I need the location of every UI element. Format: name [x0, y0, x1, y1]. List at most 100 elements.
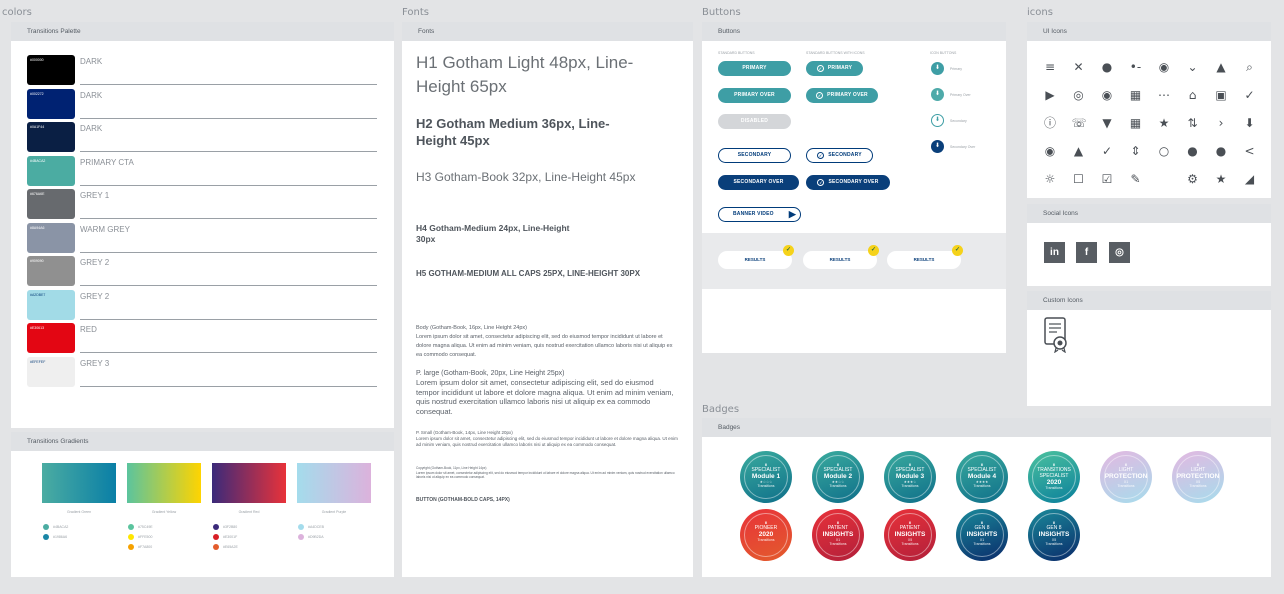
- lightbulb-icon[interactable]: ☼: [1044, 172, 1056, 186]
- ui-icon-grid: ≡ ✕ ● •- ◉ ⌄ ▲ ⌕ ▶ ◎ ◉ ▦ ⋯ ⌂ ▣ ✓ ⓘ ☏ ▼ ▦ ★ ⇅ › ⬇ ◉ ▲ ✓ ⇕ ○ ● ● < ☼ ☐ ☑ ✎ ⚙ ★ ◢: [1027, 41, 1271, 198]
- eye-icon[interactable]: ◉: [1101, 88, 1113, 102]
- gradient-list: Gradient Green #4BACA2 #1986A6 Gradient Yel…: [11, 451, 394, 571]
- unfold-icon[interactable]: ⇕: [1130, 144, 1141, 158]
- badge-subtitle: INSIGHTS: [822, 531, 854, 538]
- banner-video-button[interactable]: BANNER VIDEO ▶: [718, 207, 801, 222]
- search-icon[interactable]: ⌕: [1246, 60, 1253, 74]
- bell-icon[interactable]: ▲: [1216, 60, 1226, 74]
- download-icon-button-primary-over[interactable]: ⬇: [931, 88, 944, 101]
- facebook-icon[interactable]: f: [1076, 242, 1097, 263]
- user-circle-icon[interactable]: ◉: [1158, 60, 1170, 74]
- swatch-name: GREY 3: [80, 358, 110, 368]
- verified-icon[interactable]: ●: [1215, 144, 1227, 158]
- col-standard-label: STANDARD BUTTONS: [718, 51, 755, 55]
- gradient-stop-dot: [298, 524, 304, 530]
- secondary-button[interactable]: SECONDARY: [718, 148, 791, 163]
- download-icon-button-secondary-over[interactable]: ⬇: [931, 140, 944, 153]
- swatch-divider: [80, 318, 377, 320]
- color-swatch: #EFEFEF: [27, 356, 75, 387]
- download-icon-button-primary[interactable]: ⬇: [931, 62, 944, 75]
- check-icon[interactable]: ✓: [1101, 144, 1113, 158]
- share-icon[interactable]: <: [1244, 144, 1255, 158]
- secondary-over-icon-button[interactable]: ✓ SECONDARY OVER: [806, 175, 890, 190]
- download-icon-button-secondary[interactable]: ⬇: [931, 114, 944, 127]
- buttons-header: Buttons: [702, 22, 1006, 41]
- secondary-over-button[interactable]: SECONDARY OVER: [718, 175, 799, 190]
- settings-icon[interactable]: ⚙: [1187, 172, 1198, 186]
- achievement-badge: ♜ LIGHT PROTECTION X5 Transitions: [1172, 451, 1224, 503]
- disabled-button[interactable]: DISABLED: [718, 114, 791, 129]
- more-icon[interactable]: ⋯: [1158, 88, 1170, 102]
- circle-icon[interactable]: ○: [1158, 144, 1170, 158]
- sort-icon[interactable]: ⇅: [1187, 116, 1198, 130]
- primary-button[interactable]: PRIMARY: [718, 61, 791, 76]
- swatch-row: #676A6E GREY 1: [27, 189, 377, 223]
- swatch-row: #8A94A6 WARM GREY: [27, 222, 377, 257]
- linkedin-icon[interactable]: in: [1044, 242, 1065, 263]
- edit-user-icon[interactable]: ✎: [1130, 172, 1141, 186]
- filter-icon[interactable]: ▼: [1102, 116, 1112, 130]
- results-strip: RESULTS ✓ RESULTS ✓ RESULTS ✓: [702, 233, 1006, 289]
- col-icons-label: STANDARD BUTTONS WITH ICONS: [806, 51, 865, 55]
- results-label: RESULTS: [744, 257, 766, 262]
- badge-subtitle: INSIGHTS: [966, 531, 998, 538]
- swatch-name: DARK: [80, 57, 103, 66]
- color-swatch: #A2DBE7: [27, 289, 75, 320]
- trophy-icon: ♜: [908, 521, 912, 525]
- body-sample: Lorem ipsum dolor sit amet, consectetur …: [416, 334, 673, 358]
- menu-icon[interactable]: ≡: [1044, 60, 1056, 74]
- trophy-icon: ♜: [980, 463, 984, 467]
- results-button-3[interactable]: RESULTS ✓: [887, 245, 963, 269]
- badge-subtitle: INSIGHTS: [1038, 531, 1070, 538]
- swatch-row: #000000 DARK: [27, 55, 377, 89]
- star-icon[interactable]: ★: [1158, 116, 1170, 130]
- badge-subtitle: PROTECTION: [1176, 473, 1220, 480]
- check-circle-filled-icon[interactable]: ●: [1187, 144, 1198, 158]
- instagram-icon[interactable]: ◎: [1109, 242, 1130, 263]
- star-icon[interactable]: ★: [1215, 172, 1227, 186]
- badge-level: ★★★★: [975, 480, 989, 484]
- icon-label-primary: Primary: [950, 67, 963, 71]
- home-icon[interactable]: ⌂: [1188, 88, 1197, 102]
- user-icon[interactable]: ●: [1101, 60, 1113, 74]
- primary-over-icon-button[interactable]: ✓ PRIMARY OVER: [806, 88, 878, 103]
- gradient-stop-dot: [43, 524, 49, 530]
- chevron-right-icon[interactable]: ›: [1218, 116, 1224, 130]
- signal-icon[interactable]: ◢: [1244, 172, 1255, 186]
- badges-panel: Badges ♜ SPECIALIST Module 1 ★☆☆☆ Transition…: [702, 418, 1271, 577]
- colors-section-title: colors: [2, 7, 32, 18]
- id-card-icon[interactable]: ▣: [1215, 88, 1227, 102]
- close-icon[interactable]: ✕: [1073, 60, 1084, 74]
- download-icon[interactable]: ⬇: [1244, 116, 1255, 130]
- lock-icon[interactable]: ▲: [1073, 144, 1084, 158]
- h5-sample: H5 GOTHAM-MEDIUM ALL CAPS 25PX, LINE-HEI…: [416, 269, 641, 278]
- user-add-icon[interactable]: •-: [1129, 60, 1142, 74]
- icon-label-secondary: Secondary: [950, 119, 967, 123]
- achievement-badge: ♜ TRANSITIONS SPECIALIST 2020 Transitions: [1028, 451, 1080, 503]
- achievement-badge: ♜ SPECIALIST Module 1 ★☆☆☆ Transitions: [740, 451, 792, 503]
- primary-over-button[interactable]: PRIMARY OVER: [718, 88, 791, 103]
- badge-brand: Transitions: [757, 538, 775, 542]
- compass-icon[interactable]: ◎: [1073, 88, 1084, 102]
- results-button-1[interactable]: RESULTS ✓: [718, 245, 794, 269]
- checkbox-checked-icon[interactable]: ☑: [1101, 172, 1113, 186]
- check-badge-icon: ✓: [783, 245, 794, 256]
- chevron-down-icon[interactable]: ⌄: [1187, 60, 1198, 74]
- check-circle-icon[interactable]: ✓: [1244, 88, 1255, 102]
- secondary-icon-button[interactable]: ✓ SECONDARY: [806, 148, 873, 163]
- calendar-icon[interactable]: ▦: [1129, 88, 1142, 102]
- checkbox-empty-icon[interactable]: ☐: [1073, 172, 1084, 186]
- custom-icons-header: Custom Icons: [1027, 291, 1271, 310]
- primary-icon-button[interactable]: ✓ PRIMARY: [806, 61, 863, 76]
- phone-icon[interactable]: ☏: [1071, 116, 1087, 130]
- grid-icon[interactable]: ▦: [1129, 116, 1142, 130]
- gradient-stop-label: #E65A2E: [223, 545, 238, 549]
- play-icon[interactable]: ▶: [1045, 88, 1055, 102]
- badge-subtitle: Module 2: [823, 473, 853, 480]
- badge-brand: Transitions: [757, 484, 775, 488]
- banner-video-label: BANNER VIDEO: [733, 211, 774, 217]
- info-icon[interactable]: ⓘ: [1043, 116, 1056, 130]
- gradient-stop-label: #E3001F: [223, 535, 238, 539]
- results-button-2[interactable]: RESULTS ✓: [803, 245, 879, 269]
- eye-icon[interactable]: ◉: [1044, 144, 1056, 158]
